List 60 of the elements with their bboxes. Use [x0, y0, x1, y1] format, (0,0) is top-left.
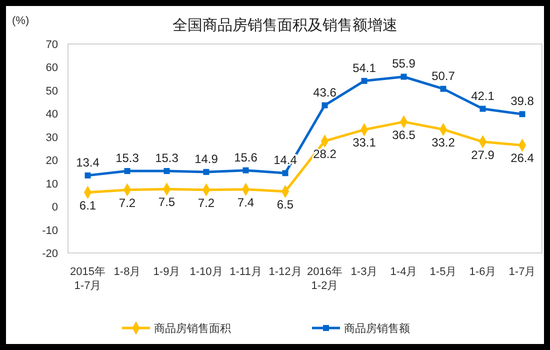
y-tick-label: 50	[46, 85, 58, 98]
x-tick-label: 1-7月	[508, 266, 536, 278]
y-tick-label: 60	[46, 62, 58, 74]
y-tick-label: 10	[46, 178, 58, 190]
y-tick-label: 30	[46, 132, 58, 144]
x-tick-label: 1-4月	[390, 266, 418, 278]
y-tick-label: -20	[42, 248, 58, 260]
data-label: 6.5	[276, 197, 294, 212]
legend-label: 商品房销售额	[344, 322, 410, 335]
x-tick-label: 1-12月	[268, 266, 302, 278]
x-tick-label: 2015年 1-7月	[70, 266, 106, 292]
data-label: 33.2	[432, 135, 456, 150]
data-label: 7.4	[237, 195, 254, 210]
chart-title: 全国商品房销售面积及销售额增速	[172, 17, 398, 34]
data-label: 14.9	[194, 152, 218, 166]
x-tick-label: 1-10月	[190, 266, 223, 278]
data-label: 26.4	[510, 151, 534, 166]
point	[164, 168, 170, 174]
data-label: 7.2	[118, 196, 136, 210]
data-label: 43.6	[313, 85, 337, 100]
point	[361, 78, 368, 84]
point	[519, 111, 526, 118]
point	[282, 170, 288, 176]
y-tick-label: 70	[46, 39, 58, 51]
data-label: 6.1	[79, 198, 96, 212]
y-tick-label: -10	[42, 224, 58, 237]
data-label: 15.3	[116, 151, 140, 166]
point	[480, 106, 486, 112]
x-tick-label: 1-9月	[153, 266, 180, 278]
data-label: 50.7	[432, 68, 456, 83]
data-label: 54.1	[352, 60, 376, 75]
data-label: 39.8	[510, 94, 534, 108]
data-label: 27.9	[471, 148, 495, 162]
point	[400, 74, 407, 80]
data-label: 7.5	[158, 195, 176, 210]
data-label: 33.1	[352, 136, 376, 150]
x-tick-label: 1-11月	[230, 266, 262, 278]
y-tick-label: 20	[46, 155, 58, 168]
point	[322, 102, 328, 108]
x-tick-label: 1-3月	[350, 266, 378, 278]
x-tick-label: 1-8月	[114, 266, 141, 278]
x-tick-label: 1-6月	[469, 266, 496, 278]
point	[124, 168, 130, 174]
legend-label: 商品房销售面积	[154, 322, 231, 335]
data-label: 13.4	[76, 155, 100, 170]
data-label: 42.1	[471, 88, 495, 103]
data-label: 36.5	[392, 128, 416, 142]
data-label: 55.9	[392, 56, 416, 71]
data-label: 15.3	[155, 151, 179, 166]
y-tick-label: 40	[46, 108, 58, 121]
data-label: 15.6	[234, 150, 258, 164]
y-tick-label: 0	[52, 202, 58, 214]
x-tick-label: 2016年 1-2月	[307, 266, 342, 292]
x-tick-label: 1-5月	[430, 266, 457, 278]
data-label: 7.2	[198, 196, 215, 210]
point	[440, 86, 446, 92]
point	[242, 167, 249, 174]
point	[203, 168, 210, 175]
y-axis-title: (%)	[12, 15, 30, 27]
point	[84, 172, 91, 178]
